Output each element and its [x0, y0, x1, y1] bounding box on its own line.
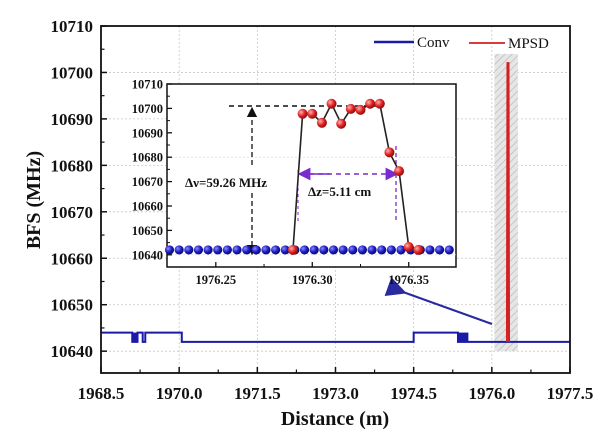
x-tick-label: 1974.5	[390, 384, 437, 403]
zoom-arrow	[384, 277, 493, 325]
mpsd-point	[413, 244, 424, 255]
conv-point	[299, 245, 310, 255]
y-tick-label: 10680	[51, 156, 94, 175]
conv-point	[242, 245, 252, 255]
inset-chart: 1976.25 1976.30 1976.35 106401065010660106…	[132, 78, 457, 287]
conv-filled-block	[457, 332, 469, 342]
conv-point	[377, 245, 387, 255]
main-y-axis: 10640 10650 10660 10670 10680 10690 10700 10710	[51, 17, 107, 361]
legend-mpsd-label: MPSD	[508, 36, 549, 52]
inset-y-axis: 10640 10650 10660 10670 10680 10690 10700 10710	[132, 78, 172, 262]
conv-point	[232, 245, 242, 255]
inset-grid	[167, 156, 456, 256]
mpsd-point	[316, 117, 327, 128]
inset-y-tick-label: 10660	[132, 200, 163, 214]
conv-point	[271, 245, 281, 255]
x-axis-title: Distance (m)	[281, 408, 389, 430]
conv-point	[251, 245, 261, 255]
mpsd-point	[297, 108, 308, 119]
x-tick-label: 1977.5	[547, 384, 594, 403]
conv-point	[164, 245, 175, 255]
mpsd-point	[287, 244, 298, 255]
mpsd-point	[336, 118, 347, 129]
inset-x-tick-label: 1976.30	[292, 273, 333, 287]
mpsd-point	[394, 166, 405, 177]
conv-point	[444, 245, 454, 255]
x-tick-label: 1971.5	[234, 384, 281, 403]
conv-point	[174, 245, 184, 255]
y-tick-label: 10690	[51, 110, 94, 129]
conv-point	[386, 245, 396, 255]
x-tick-label: 1968.5	[78, 384, 125, 403]
conv-point	[367, 245, 377, 255]
conv-point	[280, 245, 290, 255]
inset-x-tick-label: 1976.25	[195, 273, 236, 287]
conv-point	[319, 245, 329, 255]
conv-point	[261, 245, 271, 255]
y-tick-label: 10650	[51, 296, 94, 315]
y-tick-label: 10640	[51, 342, 94, 361]
conv-point	[396, 245, 406, 255]
conv-point	[425, 245, 435, 255]
y-tick-label: 10700	[51, 63, 94, 82]
inset-y-tick-label: 10700	[132, 102, 163, 116]
conv-point	[203, 245, 213, 255]
x-tick-label: 1970.0	[156, 384, 203, 403]
inset-x-tick-label: 1976.35	[388, 273, 429, 287]
mpsd-point	[403, 241, 414, 252]
y-tick-label: 10710	[51, 17, 94, 36]
mpsd-point	[374, 98, 385, 109]
conv-point	[348, 245, 358, 255]
conv-point	[213, 245, 223, 255]
delta-z-label: Δz=5.11 cm	[308, 184, 371, 199]
inset-y-tick-label: 10710	[132, 78, 163, 92]
conv-point	[357, 245, 368, 255]
highlight-rect	[494, 53, 518, 352]
conv-point	[328, 245, 339, 255]
inset-y-tick-label: 10640	[132, 248, 163, 262]
y-axis-title: BFS (MHz)	[23, 151, 45, 249]
legend-conv-label: Conv	[417, 35, 450, 51]
x-tick-label: 1976.0	[468, 384, 515, 403]
mpsd-point	[384, 147, 395, 158]
main-x-axis: 1968.5 1970.0 1971.5 1973.0 1974.5 1976.0 1977…	[78, 367, 594, 403]
conv-line	[101, 331, 570, 343]
mpsd-line	[505, 62, 511, 342]
inset-x-axis: 1976.25 1976.30 1976.35	[195, 262, 429, 287]
inset-y-tick-label: 10650	[132, 224, 163, 238]
inset-y-tick-label: 10680	[132, 151, 163, 165]
main-series	[101, 62, 570, 343]
highlight-region	[494, 53, 518, 352]
mpsd-point	[307, 108, 318, 119]
mpsd-point	[365, 98, 376, 109]
legend: Conv MPSD	[374, 35, 549, 52]
conv-point	[338, 245, 348, 255]
conv-point	[222, 245, 232, 255]
conv-filled-block	[132, 332, 139, 342]
mpsd-point	[326, 98, 337, 109]
conv-point	[184, 245, 194, 255]
inset-y-tick-label: 10690	[132, 126, 163, 140]
y-tick-label: 10660	[51, 249, 94, 268]
conv-point	[193, 245, 204, 255]
conv-point	[435, 245, 445, 255]
mpsd-point	[345, 103, 356, 114]
inset-y-tick-label: 10670	[132, 175, 163, 189]
y-tick-label: 10670	[51, 203, 94, 222]
delta-nu-label: Δν=59.26 MHz	[185, 175, 267, 190]
inset-series	[164, 98, 454, 255]
mpsd-point	[355, 104, 366, 115]
conv-point	[309, 245, 319, 255]
x-tick-label: 1973.0	[312, 384, 359, 403]
